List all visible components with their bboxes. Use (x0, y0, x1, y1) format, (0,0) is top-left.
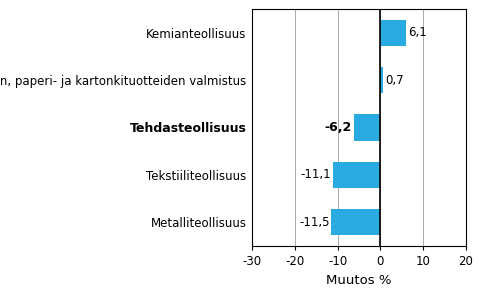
Text: 6,1: 6,1 (407, 26, 426, 39)
Bar (353, 115, 379, 140)
Text: -11,5: -11,5 (298, 216, 329, 229)
Text: -11,1: -11,1 (300, 168, 331, 182)
Bar (379, 20, 406, 46)
X-axis label: Muutos %: Muutos % (325, 274, 391, 286)
Bar (379, 67, 382, 93)
Text: -6,2: -6,2 (324, 121, 351, 134)
Bar (331, 209, 379, 235)
Text: 0,7: 0,7 (384, 74, 403, 87)
Bar (332, 162, 379, 188)
